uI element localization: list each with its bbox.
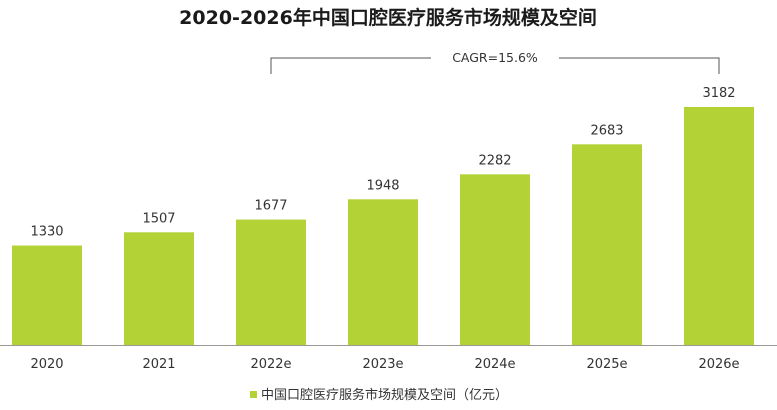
data-label-2022e: 1677 [254, 199, 287, 214]
data-labels: 1330 1507 1677 1948 2282 2683 3182 [30, 86, 735, 240]
x-tick-2025e: 2025e [586, 357, 627, 372]
bar-2026e [684, 107, 754, 345]
x-tick-2026e: 2026e [698, 357, 739, 372]
cagr-label: CAGR=15.6% [452, 50, 538, 65]
bar-2021 [124, 232, 194, 345]
bar-2024e [460, 174, 530, 345]
data-label-2023e: 1948 [366, 178, 399, 193]
data-label-2026e: 3182 [702, 86, 735, 101]
x-tick-labels: 2020 2021 2022e 2023e 2024e 2025e 2026e [30, 357, 739, 372]
x-tick-2023e: 2023e [362, 357, 403, 372]
cagr-bracket [270, 57, 720, 74]
x-tick-2024e: 2024e [474, 357, 515, 372]
bars [12, 107, 754, 345]
x-tick-2020: 2020 [30, 357, 63, 372]
chart-title: 2020-2026年中国口腔医疗服务市场规模及空间 [179, 6, 597, 29]
legend: 中国口腔医疗服务市场规模及空间（亿元） [250, 387, 508, 403]
bar-2023e [348, 199, 418, 345]
data-label-2020: 1330 [30, 225, 63, 240]
legend-swatch [250, 391, 257, 398]
bar-2022e [236, 219, 306, 345]
data-label-2021: 1507 [142, 211, 175, 226]
cagr-annotation: CAGR=15.6% [270, 50, 720, 74]
data-label-2025e: 2683 [590, 123, 623, 138]
x-tick-2022e: 2022e [250, 357, 291, 372]
data-label-2024e: 2282 [478, 153, 511, 168]
bar-2025e [572, 144, 642, 345]
x-tick-2021: 2021 [142, 357, 175, 372]
bar-2020 [12, 245, 82, 345]
legend-label: 中国口腔医疗服务市场规模及空间（亿元） [261, 387, 508, 403]
